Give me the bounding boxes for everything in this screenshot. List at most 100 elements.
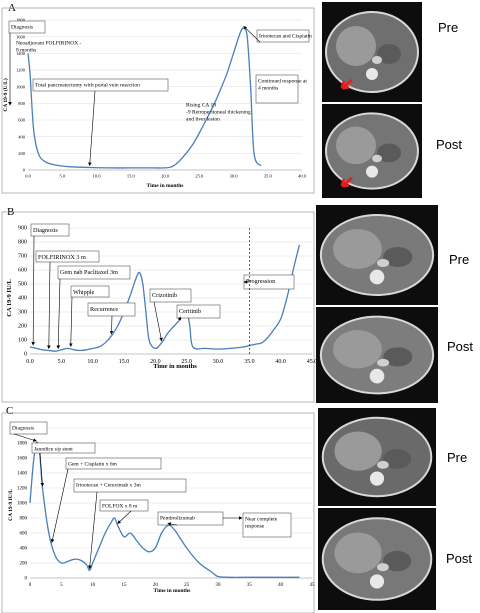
panel-a-x-tick-label: 25.0 (195, 174, 204, 179)
panel-c-annotation-box (31, 442, 96, 454)
label-b-post: Post (447, 339, 474, 354)
ct-scan-graphic (316, 307, 438, 403)
panel-c-annotation-text: FOLFOX x 8 m (102, 504, 138, 510)
panel-c-y-tick-label: 800 (20, 517, 28, 522)
panel-c-x-tick-label: 0 (29, 583, 32, 588)
panel-a-annotation-box (256, 29, 310, 43)
panel-b-y-tick-label: 300 (18, 310, 27, 316)
panel-b-x-tick-label: 15.0 (119, 359, 130, 365)
red-arrow-icon (340, 78, 353, 90)
panel-a-annotation-text: Continued response at (258, 79, 307, 85)
panel-b-y-tick-label: 200 (18, 324, 27, 330)
panel-c-y-tick-label: 0 (25, 577, 28, 582)
panel-c-annotation-arrow (88, 491, 98, 570)
panel-a-y-tick-label: 1400 (16, 51, 26, 56)
panel-b-y-tick-label: 500 (18, 282, 27, 288)
label-a-post: Post (436, 137, 463, 152)
panel-c-series-line-0 (29, 441, 300, 578)
panel-b-annotation-box (87, 302, 136, 317)
panel-c-annotation-box (65, 457, 162, 470)
panel-c-y-tick-label: 1000 (17, 502, 28, 507)
ct-scan-graphic (322, 104, 422, 198)
panel-a-annotation-arrow (88, 90, 96, 167)
panel-c-annotation-box (73, 478, 187, 493)
panel-b-x-tick-label: 0.0 (26, 359, 34, 365)
label-a-pre: Pre (438, 20, 459, 35)
panel-a-x-tick-label: 30.0 (230, 174, 239, 179)
panel-b-annotation-text: Recurrence (90, 306, 118, 313)
panel-a-annotation-text: 8 months (16, 48, 36, 54)
panel-c-annotation-box (157, 511, 224, 526)
ct-scan-graphic (316, 205, 438, 305)
panel-a-x-tick-label: 40.0 (298, 174, 307, 179)
panel-b-annotation-arrow (109, 315, 114, 335)
panel-c-annotation-text: Gem + Cisplatin x 6m (68, 462, 118, 468)
panel-a-x-tick-label: 0.0 (25, 174, 31, 179)
ct-image-a-pre (322, 2, 422, 102)
panel-b-y-tick-label: 600 (18, 268, 27, 274)
panel-a-annotation-text: Rising CA 19 (186, 103, 216, 109)
panel-c-annotation-arrow (117, 510, 132, 524)
panel-c-y-tick-label: 400 (20, 547, 28, 552)
panel-b-x-axis-label: Time in months (153, 363, 197, 370)
panel-a-annotation-box (255, 74, 299, 104)
panel-a-y-tick-label: 1600 (16, 34, 26, 39)
panel-c-x-tick-label: 35 (247, 583, 253, 588)
panel-c-x-axis-label: Time in months (154, 588, 191, 594)
ct-scan-graphic (318, 508, 436, 610)
panel-a-x-tick-label: 35.0 (264, 174, 273, 179)
panel-b-annotation-arrow (47, 261, 51, 350)
panel-c-annotation-text: Irinotecan + Cetuximab x 3m (76, 483, 142, 489)
panel-a-y-tick-label: 200 (18, 151, 26, 156)
panel-b-y-tick-label: 400 (18, 296, 27, 302)
ct-image-a-post (322, 104, 422, 198)
panel-b-y-tick-label: 0 (24, 352, 27, 358)
red-arrow-icon (340, 176, 353, 188)
ct-image-c-post (318, 508, 436, 610)
panel-b-annotation-text: Whipple (73, 289, 95, 296)
panel-a-x-tick-label: 5.0 (59, 174, 65, 179)
panel-a-y-tick-label: 600 (18, 118, 26, 123)
panel-b-annotation-box (70, 285, 110, 298)
panel-b-annotation-box (149, 288, 192, 303)
panel-a-annotation-text: 4 months (258, 86, 278, 92)
panel-a-y-tick-label: 800 (18, 101, 26, 106)
ct-scan-graphic (318, 408, 436, 506)
panel-b-annotation-text: Crizotinib (152, 292, 177, 299)
panel-a-annotation-text: -9 Retroperitoneal thickening (186, 110, 251, 116)
panel-b-x-tick-label: 25.0 (181, 359, 192, 365)
label-c-post: Post (446, 551, 473, 566)
panel-b-x-tick-label: 30.0 (213, 359, 224, 365)
panel-b-series-line-0 (29, 244, 301, 352)
panel-b-annotation-text: Gem nab Paclitaxel 3m (60, 269, 118, 276)
panel-b-annotation-box (57, 265, 131, 280)
panel-a-annotation-text: Diagnosis (11, 25, 33, 31)
panel-a-y-tick-label: 1800 (16, 18, 26, 23)
panel-a-annotation-text: Neoadjuvant FOLFIRINOX - (16, 41, 82, 47)
panel-a-annotation-text: and liver lesion (186, 117, 220, 123)
panel-a-annotation-text: Total pancreatectomy with portal vein re… (35, 83, 140, 89)
panel-c-y-tick-label: 1400 (17, 472, 28, 477)
panel-b-annotation-text: Ceritinib (179, 308, 201, 315)
panel-a-y-tick-label: 0 (23, 168, 26, 173)
panel-c-y-tick-label: 600 (20, 532, 28, 537)
ct-image-b-post (316, 307, 438, 403)
panel-c-annotation-text: Near complete (245, 517, 278, 523)
panel-b-y-tick-label: 100 (18, 338, 27, 344)
panel-a-x-tick-label: 10.0 (93, 174, 102, 179)
panel-c-annotation-arrow (167, 522, 178, 526)
panel-b-x-tick-label: 5.0 (58, 359, 66, 365)
panel-a-y-tick-label: 400 (18, 134, 26, 139)
panel-c-x-tick-label: 15 (122, 583, 128, 588)
panel-c-x-tick-label: 5 (60, 583, 63, 588)
panel-c-y-axis-label: CA 19-9 IU/L (8, 489, 14, 521)
panel-c-x-tick-label: 10 (90, 583, 96, 588)
panel-c-y-tick-label: 200 (20, 562, 28, 567)
panel-c-annotation-arrow (50, 468, 69, 543)
panel-c-annotation-box (9, 421, 48, 435)
label-c-pre: Pre (447, 450, 468, 465)
panel-c-x-tick-label: 40 (278, 583, 284, 588)
panel-b-annotation-arrow (31, 235, 35, 346)
panel-c-x-tick-label: 25 (184, 583, 190, 588)
